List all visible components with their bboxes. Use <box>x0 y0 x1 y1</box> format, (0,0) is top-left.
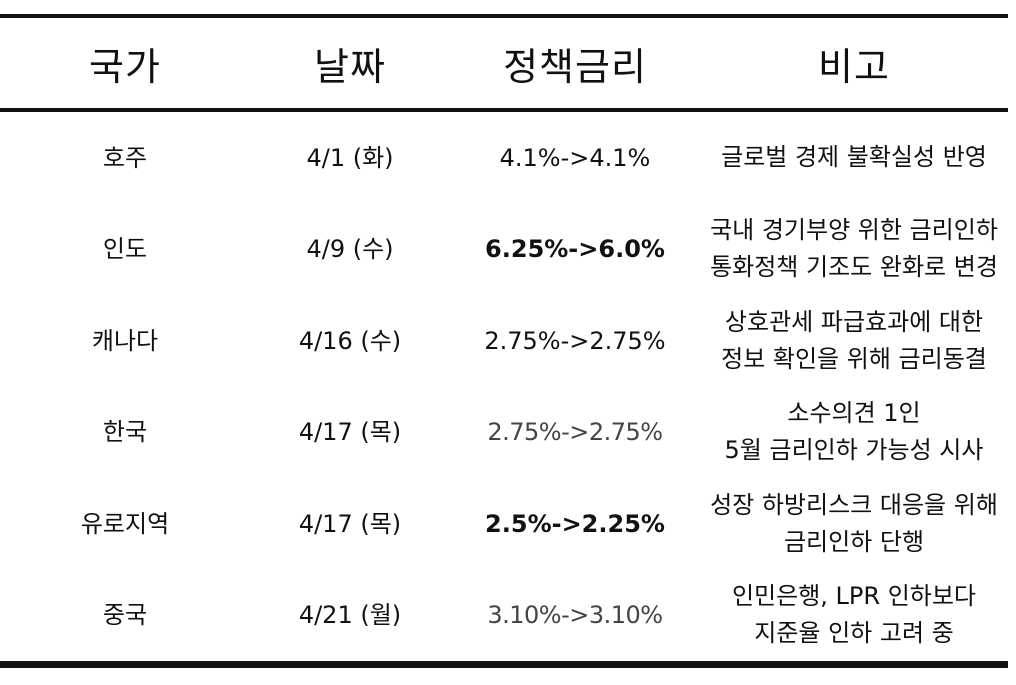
remarks-line: 정보 확인을 위해 금리동결 <box>721 344 987 373</box>
remarks-line: 통화정책 기조도 완화로 변경 <box>710 253 998 282</box>
header-country: 국가 <box>89 44 161 89</box>
country-cell: 인도 <box>102 235 148 264</box>
remarks-line: 글로벌 경제 불확실성 반영 <box>721 143 987 172</box>
date-cell: 4/21 (월) <box>298 601 402 630</box>
country-cell: 캐나다 <box>91 326 159 355</box>
remarks-cell: 소수의견 1인 5월 금리인하 가능성 시사 <box>700 395 1008 469</box>
remarks-line: 5월 금리인하 가능성 시사 <box>724 436 984 465</box>
country-cell: 호주 <box>102 143 148 172</box>
table-bottom-rule <box>0 661 1008 668</box>
remarks-line: 지준율 인하 고려 중 <box>754 619 954 648</box>
table-row: 한국 4/17 (목) 2.75%->2.75% 소수의견 1인 5월 금리인하 가능성… <box>0 387 1008 479</box>
policy-rate-cell: 2.75%->2.75% <box>484 326 666 355</box>
table-row: 호주 4/1 (화) 4.1%->4.1% 글로벌 경제 불확실성 반영 <box>0 112 1008 204</box>
header-remarks: 비고 <box>818 44 890 89</box>
remarks-line: 상호관세 파급효과에 대한 <box>724 307 984 336</box>
remarks-cell: 글로벌 경제 불확실성 반영 <box>700 139 1008 176</box>
remarks-line: 국내 경기부양 위한 금리인하 <box>710 216 998 245</box>
remarks-line: 인민은행, LPR 인하보다 <box>731 582 977 611</box>
date-cell: 4/17 (목) <box>298 509 402 538</box>
remarks-line: 성장 하방리스크 대응을 위해 <box>710 490 998 519</box>
country-cell: 한국 <box>102 418 148 447</box>
table-header-row: 국가 날짜 정책금리 비고 <box>0 18 1008 108</box>
policy-rate-cell: 3.10%->3.10% <box>487 601 663 630</box>
policy-rate-cell: 2.5%->2.25% <box>485 509 665 538</box>
policy-rate-cell: 6.25%->6.0% <box>485 235 665 264</box>
table-top-rule <box>0 14 1008 18</box>
date-cell: 4/16 (수) <box>298 326 402 355</box>
policy-rate-cell: 4.1%->4.1% <box>499 143 651 172</box>
policy-rate-cell: 2.75%->2.75% <box>487 418 663 447</box>
date-cell: 4/17 (목) <box>298 418 402 447</box>
country-cell: 유로지역 <box>80 509 170 538</box>
header-date: 날짜 <box>314 44 386 89</box>
remarks-line: 소수의견 1인 <box>787 399 921 428</box>
country-cell: 중국 <box>102 601 148 630</box>
header-policy-rate: 정책금리 <box>503 44 647 89</box>
table-header-rule <box>0 108 1008 112</box>
policy-rate-table: 국가 날짜 정책금리 비고 호주 4/1 (화) 4.1%->4.1% 글로벌 경제 … <box>0 14 1008 668</box>
date-cell: 4/9 (수) <box>306 235 394 264</box>
date-cell: 4/1 (화) <box>306 143 394 172</box>
remarks-line: 금리인하 단행 <box>783 527 925 556</box>
